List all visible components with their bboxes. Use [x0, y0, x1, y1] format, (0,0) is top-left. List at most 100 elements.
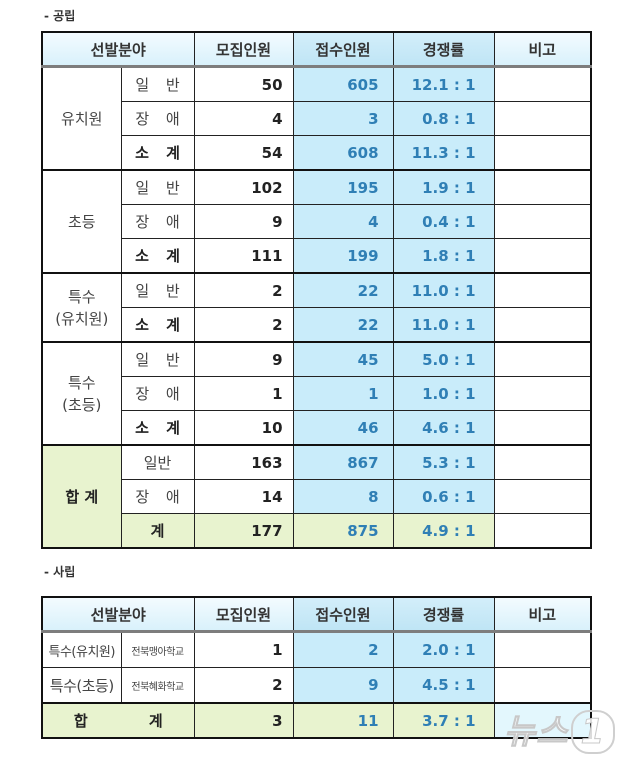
quota-cell: 177	[193, 513, 294, 549]
note-cell	[493, 238, 592, 274]
category-grand-total: 합 계	[41, 444, 122, 549]
header-competition-rate: 경쟁률	[392, 31, 495, 68]
header-quota: 모집인원	[193, 31, 294, 68]
category-special-elementary: 특수 (초등)	[41, 341, 122, 446]
header-quota: 모집인원	[193, 596, 294, 633]
watermark-mark: 1	[570, 710, 616, 754]
quota-cell: 163	[193, 444, 294, 480]
category-kindergarten: 유치원	[41, 66, 122, 171]
quota-cell: 1	[193, 631, 294, 668]
header-applicants: 접수인원	[292, 596, 394, 633]
applicants-cell: 3	[292, 101, 394, 136]
sub-label: 일 반	[120, 341, 195, 377]
category-sublabel: (초등)	[62, 395, 102, 414]
table-header-row: 선발분야 모집인원 접수인원 경쟁률 비고	[41, 31, 592, 68]
sub-label: 일반	[120, 444, 195, 480]
applicants-cell: 1	[292, 376, 394, 411]
category-cell: 특수(유치원)	[41, 631, 122, 668]
rate-cell: 0.6 : 1	[392, 479, 495, 514]
note-cell	[493, 135, 592, 171]
applicants-cell: 608	[292, 135, 394, 171]
rate-cell: 2.0 : 1	[392, 631, 495, 668]
note-cell	[493, 101, 592, 136]
note-cell	[493, 204, 592, 239]
sub-label: 일 반	[120, 66, 195, 102]
rate-cell: 5.3 : 1	[392, 444, 495, 480]
subtotal-label: 소 계	[120, 238, 195, 274]
rate-cell: 1.8 : 1	[392, 238, 495, 274]
quota-cell: 3	[193, 702, 294, 739]
applicants-cell: 867	[292, 444, 394, 480]
rate-cell: 3.7 : 1	[392, 702, 495, 739]
total-label: 합 계	[41, 702, 195, 739]
header-selection-field: 선발분야	[41, 596, 195, 633]
rate-cell: 4.9 : 1	[392, 513, 495, 549]
quota-cell: 111	[193, 238, 294, 274]
table-row: 장 애 1 1 1.0 : 1	[42, 376, 592, 411]
header-selection-field: 선발분야	[41, 31, 195, 68]
table-row: 장 애 4 3 0.8 : 1	[42, 101, 592, 136]
rate-cell: 5.0 : 1	[392, 341, 495, 377]
sub-label: 장 애	[120, 101, 195, 136]
header-note: 비고	[493, 31, 592, 68]
category-label: 특수	[67, 373, 96, 392]
rate-cell: 0.8 : 1	[392, 101, 495, 136]
rate-cell: 4.5 : 1	[392, 667, 495, 704]
category-sublabel: (유치원)	[55, 309, 109, 328]
sub-label: 일 반	[120, 272, 195, 308]
table-row-total: 합 계 3 11 3.7 : 1	[41, 702, 592, 739]
rate-cell: 11.0 : 1	[392, 307, 495, 343]
quota-cell: 9	[193, 204, 294, 239]
table-row: 소 계 2 22 11.0 : 1	[42, 307, 592, 343]
sub-label: 장 애	[120, 479, 195, 514]
rate-cell: 0.4 : 1	[392, 204, 495, 239]
quota-cell: 2	[193, 307, 294, 343]
applicants-cell: 8	[292, 479, 394, 514]
applicants-cell: 11	[292, 702, 394, 739]
header-applicants: 접수인원	[292, 31, 394, 68]
note-cell	[493, 66, 592, 102]
school-cell: 전북혜화학교	[120, 667, 195, 704]
quota-cell: 50	[193, 66, 294, 102]
note-cell	[493, 479, 592, 514]
applicants-cell: 4	[292, 204, 394, 239]
sub-label: 장 애	[120, 204, 195, 239]
subtotal-label: 소 계	[120, 135, 195, 171]
applicants-cell: 22	[292, 307, 394, 343]
category-cell: 특수(초등)	[41, 667, 122, 704]
private-section-label: - 사립	[44, 565, 76, 579]
table-row: 특수(유치원) 전북맹아학교 1 2 2.0 : 1	[41, 631, 592, 668]
category-elementary: 초등	[41, 169, 122, 274]
table-row: 특수(초등) 전북혜화학교 2 9 4.5 : 1	[41, 667, 592, 704]
note-cell	[493, 376, 592, 411]
rate-cell: 11.3 : 1	[392, 135, 495, 171]
quota-cell: 102	[193, 169, 294, 205]
sub-label: 장 애	[120, 376, 195, 411]
quota-cell: 10	[193, 410, 294, 446]
quota-cell: 9	[193, 341, 294, 377]
header-competition-rate: 경쟁률	[392, 596, 495, 633]
private-recruitment-table: 선발분야 모집인원 접수인원 경쟁률 비고 특수(유치원) 전북맹아학교 1 2…	[41, 596, 593, 739]
category-label: 특수	[67, 287, 96, 306]
school-cell: 전북맹아학교	[120, 631, 195, 668]
note-cell	[493, 444, 592, 480]
table-header-row: 선발분야 모집인원 접수인원 경쟁률 비고	[41, 596, 592, 633]
table-row: 소 계 10 46 4.6 : 1	[42, 410, 592, 446]
table-row: 장 애 9 4 0.4 : 1	[42, 204, 592, 239]
rate-cell: 12.1 : 1	[392, 66, 495, 102]
rate-cell: 1.9 : 1	[392, 169, 495, 205]
table-row: 초등 일 반 102 195 1.9 : 1	[41, 169, 592, 274]
quota-cell: 1	[193, 376, 294, 411]
note-cell	[493, 667, 592, 704]
quota-cell: 2	[193, 667, 294, 704]
public-section-label: - 공립	[44, 9, 76, 23]
note-cell	[493, 341, 592, 377]
note-cell	[493, 272, 592, 308]
news1-watermark-logo: 뉴스 1	[504, 704, 616, 754]
rate-cell: 11.0 : 1	[392, 272, 495, 308]
quota-cell: 4	[193, 101, 294, 136]
applicants-cell: 875	[292, 513, 394, 549]
subtotal-label: 소 계	[120, 410, 195, 446]
applicants-cell: 199	[292, 238, 394, 274]
applicants-cell: 9	[292, 667, 394, 704]
